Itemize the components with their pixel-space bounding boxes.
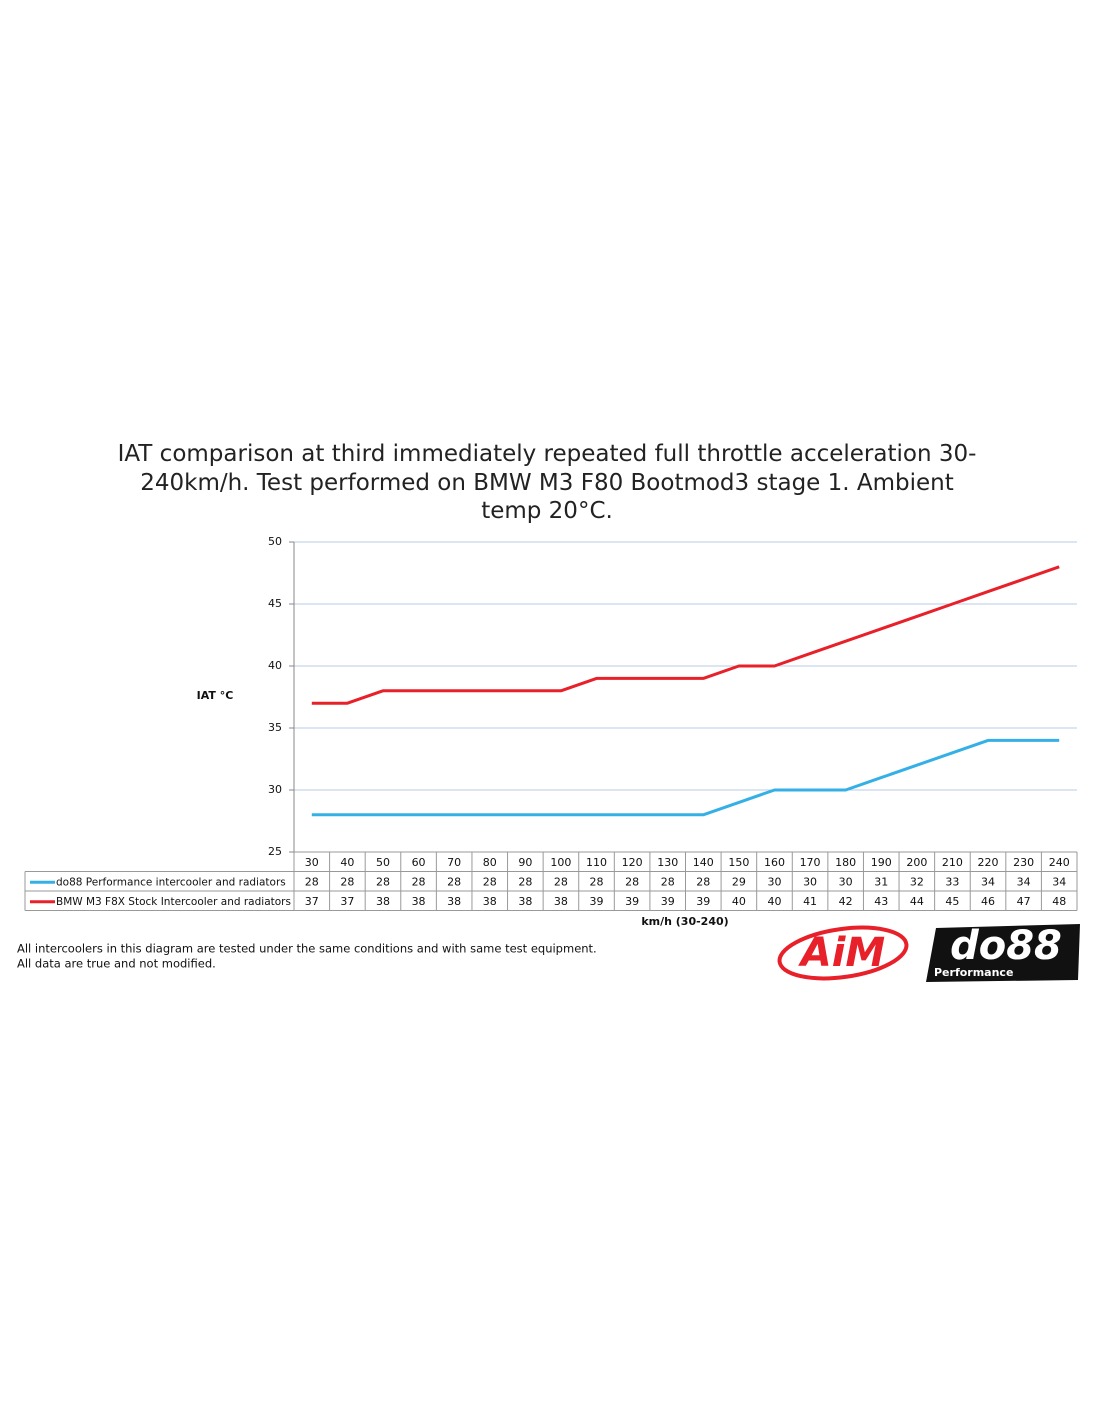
y-tick-label: 50 [268, 535, 282, 548]
logo-ring [777, 925, 909, 981]
x-tick-label: 160 [764, 856, 785, 869]
table-value: 28 [412, 875, 426, 888]
table-value: 33 [945, 875, 959, 888]
table-value: 41 [803, 895, 817, 908]
table-value: 38 [554, 895, 568, 908]
note: All data are true and not modified. [17, 957, 216, 971]
table-value: 43 [874, 895, 888, 908]
table-value: 28 [305, 875, 319, 888]
table-value: 48 [1052, 895, 1066, 908]
table-value: 39 [696, 895, 710, 908]
x-tick-label: 190 [871, 856, 892, 869]
x-tick-label: 140 [693, 856, 714, 869]
table-value: 30 [767, 875, 781, 888]
logo-text: AiM [798, 930, 885, 976]
x-tick-label: 120 [622, 856, 643, 869]
x-tick-label: 50 [376, 856, 390, 869]
x-tick-label: 40 [340, 856, 354, 869]
table-value: 37 [340, 895, 354, 908]
table-value: 30 [839, 875, 853, 888]
table-value: 34 [1052, 875, 1066, 888]
chart-title: IAT comparison at third immediately repe… [117, 441, 977, 524]
table-value: 38 [376, 895, 390, 908]
table-value: 44 [910, 895, 924, 908]
table-value: 28 [447, 875, 461, 888]
table-value: 38 [447, 895, 461, 908]
aim-logo: AiM [777, 925, 909, 981]
table-value: 31 [874, 875, 888, 888]
x-tick-label: 200 [906, 856, 927, 869]
table-value: 39 [590, 895, 604, 908]
table-value: 28 [483, 875, 497, 888]
logo-text: do88 [950, 923, 1062, 969]
table-value: 28 [554, 875, 568, 888]
table-value: 40 [732, 895, 746, 908]
table-value: 47 [1017, 895, 1031, 908]
x-tick-label: 100 [550, 856, 571, 869]
y-tick-label: 35 [268, 721, 282, 734]
table-value: 28 [696, 875, 710, 888]
series-line [311, 565, 1060, 705]
x-tick-label: 110 [586, 856, 607, 869]
y-tick-label: 40 [268, 659, 282, 672]
table-value: 28 [376, 875, 390, 888]
logo-bg [926, 924, 1080, 982]
table-value: 42 [839, 895, 853, 908]
x-axis-label: km/h (30-240) [641, 915, 728, 928]
y-tick-label: 45 [268, 597, 282, 610]
table-value: 46 [981, 895, 995, 908]
x-tick-label: 150 [728, 856, 749, 869]
table-value: 39 [661, 895, 675, 908]
table-value: 30 [803, 875, 817, 888]
x-tick-label: 130 [657, 856, 678, 869]
table-value: 29 [732, 875, 746, 888]
x-tick-label: 170 [800, 856, 821, 869]
y-tick-label: 30 [268, 783, 282, 796]
x-tick-label: 30 [305, 856, 319, 869]
table-value: 38 [483, 895, 497, 908]
y-axis-label: IAT °C [197, 689, 234, 702]
x-tick-label: 90 [518, 856, 532, 869]
table-value: 34 [1017, 875, 1031, 888]
x-tick-label: 230 [1013, 856, 1034, 869]
table-value: 28 [661, 875, 675, 888]
x-tick-label: 220 [978, 856, 999, 869]
table-value: 28 [625, 875, 639, 888]
table-value: 39 [625, 895, 639, 908]
logo-subtext: Performance [934, 966, 1013, 979]
do88-logo: do88 Performance [926, 923, 1080, 982]
series-line [311, 738, 1060, 817]
table-value: 32 [910, 875, 924, 888]
y-tick-label: 25 [268, 845, 282, 858]
table-value: 28 [518, 875, 532, 888]
note: All intercoolers in this diagram are tes… [17, 942, 597, 956]
x-tick-label: 210 [942, 856, 963, 869]
table-value: 38 [518, 895, 532, 908]
table-value: 40 [767, 895, 781, 908]
table-value: 28 [340, 875, 354, 888]
table-value: 28 [590, 875, 604, 888]
legend-label: BMW M3 F8X Stock Intercooler and radiato… [56, 896, 291, 908]
x-tick-label: 60 [412, 856, 426, 869]
table-value: 34 [981, 875, 995, 888]
table-value: 45 [945, 895, 959, 908]
x-tick-label: 70 [447, 856, 461, 869]
table-value: 37 [305, 895, 319, 908]
x-tick-label: 240 [1049, 856, 1070, 869]
x-tick-label: 180 [835, 856, 856, 869]
legend-label: do88 Performance intercooler and radiato… [56, 876, 286, 888]
x-tick-label: 80 [483, 856, 497, 869]
table-value: 38 [412, 895, 426, 908]
